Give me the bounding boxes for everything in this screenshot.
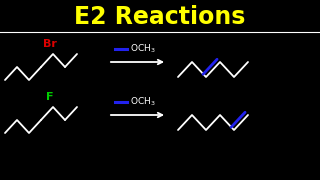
Text: OCH$_3$: OCH$_3$ bbox=[130, 96, 156, 108]
Text: F: F bbox=[46, 92, 54, 102]
Text: Br: Br bbox=[43, 39, 57, 49]
Text: OCH$_3$: OCH$_3$ bbox=[130, 43, 156, 55]
Text: E2 Reactions: E2 Reactions bbox=[74, 5, 246, 29]
